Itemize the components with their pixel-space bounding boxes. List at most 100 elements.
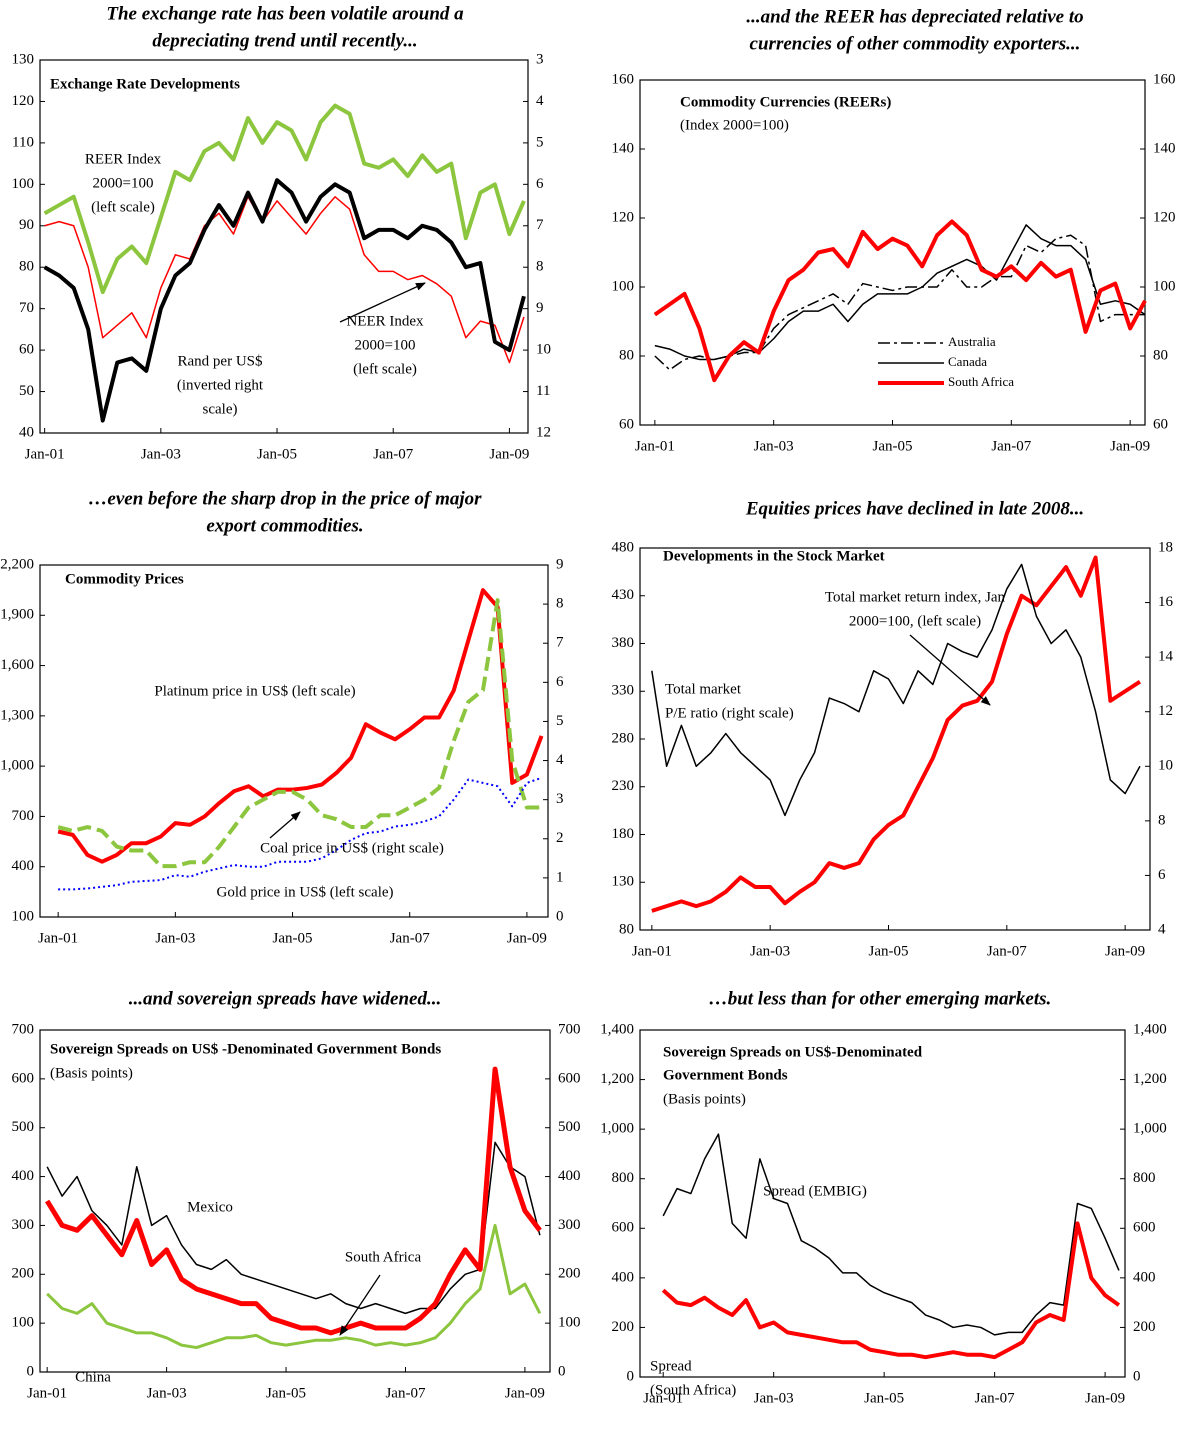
y2-tick-label: 7: [556, 635, 564, 651]
y-tick-label: 800: [612, 1170, 635, 1186]
series-line: [46, 1141, 541, 1315]
y-tick-label: 300: [12, 1217, 35, 1233]
y2-tick-label: 120: [1153, 209, 1176, 225]
y2-tick-label: 0: [558, 1363, 566, 1379]
chart-heading: Equities prices have declined in late 20…: [745, 498, 1084, 519]
series-line: [661, 1221, 1121, 1360]
series-line: [654, 224, 1146, 361]
y-tick-label: 80: [619, 347, 634, 363]
chart-subtitle: (Basis points): [663, 1091, 746, 1107]
chart-heading: currencies of other commodity exporters.…: [750, 33, 1081, 54]
y2-tick-label: 200: [1133, 1319, 1156, 1335]
y-tick-label: 1,200: [600, 1071, 634, 1087]
series-line: [58, 776, 542, 891]
chart-heading: depreciating trend until recently...: [152, 30, 417, 51]
x-tick-label: Jan-09: [1105, 943, 1145, 959]
y-tick-label: 200: [12, 1266, 35, 1282]
chart-heading: …even before the sharp drop in the price…: [88, 488, 482, 509]
y2-tick-label: 6: [1158, 867, 1166, 883]
y2-tick-label: 500: [558, 1119, 581, 1135]
y-tick-label: 120: [12, 93, 35, 109]
series-line: [43, 103, 526, 295]
y-tick-label: 0: [627, 1368, 635, 1384]
y-tick-label: 60: [19, 342, 34, 358]
y-tick-label: 600: [12, 1070, 35, 1086]
y-tick-label: 100: [612, 278, 635, 294]
y-tick-label: 1,000: [600, 1121, 634, 1137]
y2-tick-label: 4: [536, 93, 544, 109]
annotation: scale): [203, 401, 238, 417]
x-tick-label: Jan-09: [1085, 1390, 1125, 1406]
arrow: [339, 1274, 381, 1336]
y-tick-label: 160: [612, 71, 635, 87]
x-tick-label: Jan-01: [38, 930, 78, 946]
y2-tick-label: 200: [558, 1266, 581, 1282]
chart-heading: ...and sovereign spreads have widened...: [129, 988, 441, 1009]
chart-panel: …but less than for other emerging market…: [600, 988, 1167, 1406]
y2-tick-label: 1: [556, 869, 564, 885]
chart-panel: ...and the REER has depreciated relative…: [612, 6, 1176, 454]
annotation: 2000=100, (left scale): [849, 613, 981, 629]
chart-panel: The exchange rate has been volatile arou…: [12, 3, 552, 462]
chart-title: Commodity Currencies (REERs): [680, 94, 891, 110]
x-tick-label: Jan-05: [873, 438, 913, 454]
annotation: 2000=100: [93, 175, 154, 191]
y2-tick-label: 4: [556, 752, 564, 768]
x-tick-label: Jan-01: [25, 446, 65, 462]
arrow: [269, 811, 301, 839]
x-tick-label: Jan-05: [266, 1385, 306, 1401]
y2-tick-label: 600: [558, 1070, 581, 1086]
chart-heading: The exchange rate has been volatile arou…: [106, 3, 464, 24]
y-tick-label: 700: [12, 1021, 35, 1037]
y-tick-label: 400: [12, 858, 35, 874]
annotation: NEER Index: [346, 313, 424, 329]
y-tick-label: 60: [619, 416, 634, 432]
chart-title: Sovereign Spreads on US$-Denominated: [663, 1044, 923, 1060]
annotation: P/E ratio (right scale): [665, 705, 794, 721]
chart-subtitle: (Basis points): [50, 1065, 133, 1081]
y2-tick-label: 9: [536, 300, 544, 316]
x-tick-label: Jan-03: [754, 1390, 794, 1406]
annotation: Spread (EMBIG): [763, 1183, 867, 1199]
legend-label: South Africa: [948, 374, 1014, 389]
series-line: [43, 178, 526, 423]
annotation: Total market: [665, 681, 742, 697]
series-line: [651, 563, 1141, 817]
x-tick-label: Jan-05: [257, 446, 297, 462]
x-tick-label: Jan-03: [147, 1385, 187, 1401]
annotation: (left scale): [91, 199, 155, 215]
y-tick-label: 1,900: [0, 607, 34, 623]
y2-tick-label: 6: [556, 674, 564, 690]
y-tick-label: 1,600: [0, 657, 34, 673]
annotation: Spread: [650, 1358, 692, 1374]
annotation: (left scale): [353, 361, 417, 377]
chart-panel: …even before the sharp drop in the price…: [0, 488, 564, 946]
y2-tick-label: 160: [1153, 71, 1176, 87]
y-tick-label: 400: [612, 1269, 635, 1285]
series-line: [46, 1223, 542, 1350]
y-tick-label: 330: [612, 683, 635, 699]
y2-tick-label: 400: [558, 1168, 581, 1184]
arrow: [339, 282, 426, 323]
annotation: China: [75, 1369, 111, 1385]
y-tick-label: 230: [612, 778, 635, 794]
y-tick-label: 40: [19, 424, 34, 440]
x-tick-label: Jan-09: [1110, 438, 1150, 454]
y2-tick-label: 100: [1153, 278, 1176, 294]
legend-label: Canada: [948, 354, 987, 369]
y-tick-label: 280: [612, 730, 635, 746]
y-tick-label: 80: [19, 259, 34, 275]
chart-title: Exchange Rate Developments: [50, 76, 240, 92]
x-tick-label: Jan-09: [507, 930, 547, 946]
x-tick-label: Jan-07: [385, 1385, 425, 1401]
chart-panel: Equities prices have declined in late 20…: [612, 498, 1174, 959]
x-tick-label: Jan-01: [632, 943, 672, 959]
y-tick-label: 2,200: [0, 556, 34, 572]
arrow: [909, 634, 991, 706]
annotation: Gold price in US$ (left scale): [216, 884, 393, 900]
y2-tick-label: 1,000: [1133, 1121, 1167, 1137]
y2-tick-label: 5: [536, 134, 544, 150]
y2-tick-label: 14: [1158, 649, 1174, 665]
